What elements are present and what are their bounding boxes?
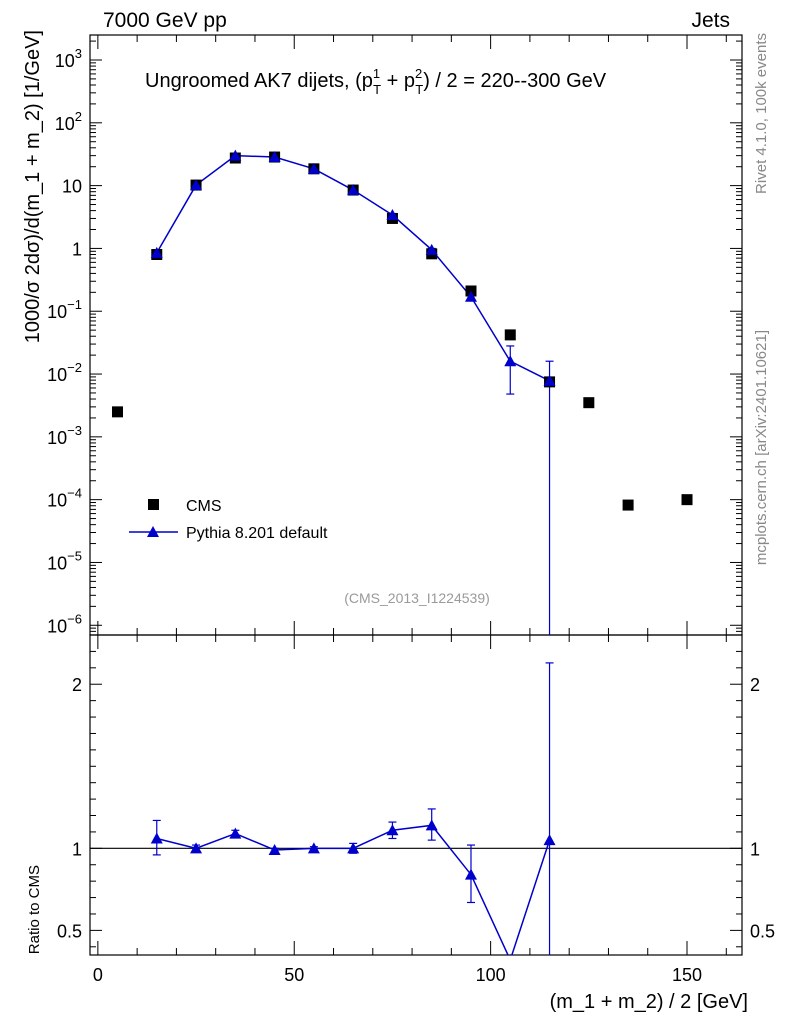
ratio-tick-label-right: 2 xyxy=(750,675,760,695)
y-tick-label-exp: −3 xyxy=(67,423,82,438)
x-tick-label: 150 xyxy=(672,965,702,985)
y-tick-label-base: 10 xyxy=(55,51,75,71)
pythia-point xyxy=(150,246,163,258)
y-tick-label-exp: −6 xyxy=(67,611,82,626)
ratio-point xyxy=(543,834,556,846)
y-tick-label: 10−3 xyxy=(47,423,82,448)
y-tick-label-base: 10 xyxy=(47,553,67,573)
title-sub1: T xyxy=(373,82,381,97)
ratio-point xyxy=(464,868,477,880)
ratio-plot-frame xyxy=(89,634,743,956)
y-tick-label: 10−5 xyxy=(47,548,82,573)
y-tick-label: 10−4 xyxy=(47,486,82,511)
y-tick-label-base: 10 xyxy=(47,616,67,636)
y-tick-label-exp: 3 xyxy=(75,46,82,61)
cms-point xyxy=(583,397,595,409)
ratio-tick-label-left: 0.5 xyxy=(57,921,82,941)
x-axis-label: (m_1 + m_2) / 2 [GeV] xyxy=(550,991,748,1013)
title-sup1: 1 xyxy=(373,66,380,81)
pythia-point xyxy=(268,151,281,163)
ratio-point xyxy=(386,824,399,836)
ratio-point xyxy=(347,842,360,854)
legend-cms-label: CMS xyxy=(186,498,222,515)
legend: CMS Pythia 8.201 default xyxy=(129,498,328,542)
y-tick-label: 10−2 xyxy=(47,360,82,385)
ratio-tick-label-left: 1 xyxy=(72,839,82,859)
title-part3: ) / 2 = 220--300 GeV xyxy=(423,70,607,92)
title-sup2: 2 xyxy=(415,66,422,81)
legend-pythia-label: Pythia 8.201 default xyxy=(186,525,328,542)
y-tick-label: 102 xyxy=(55,109,82,134)
x-tick-label: 50 xyxy=(284,965,304,985)
y-tick-label: 10−1 xyxy=(47,297,82,322)
ratio-point xyxy=(229,827,242,839)
x-tick-label: 0 xyxy=(93,965,103,985)
cms-point xyxy=(681,494,693,506)
plot-title: Ungroomed AK7 dijets, (p1 T + p2 T) / 2 = … xyxy=(145,66,607,97)
y-tick-label-exp: −1 xyxy=(67,297,82,312)
y-tick-label: 103 xyxy=(55,46,82,71)
y-tick-label-exp: −2 xyxy=(67,360,82,375)
pythia-point xyxy=(229,149,242,161)
ratio-point xyxy=(509,953,511,955)
cms-point xyxy=(504,329,516,341)
analysis-watermark: (CMS_2013_I1224539) xyxy=(344,590,490,606)
cms-point xyxy=(111,406,123,418)
ratio-point xyxy=(307,842,320,854)
pythia-point xyxy=(307,162,320,174)
main-plot-frame xyxy=(89,34,743,636)
title-sub2: T xyxy=(415,82,423,97)
pythia-point xyxy=(347,184,360,196)
pythia-point xyxy=(464,290,477,302)
y-axis-label: 1000/σ 2dσ)/d(m_1 + m_2) [1/GeV] xyxy=(22,30,44,343)
header-right: Jets xyxy=(691,9,730,32)
legend-cms-marker xyxy=(148,499,159,510)
pythia-point xyxy=(543,374,556,386)
pythia-point xyxy=(504,355,517,367)
x-tick-label: 100 xyxy=(476,965,506,985)
ratio-point xyxy=(150,832,163,844)
side-label-bottom: mcplots.cern.ch [arXiv:2401.10621] xyxy=(753,330,770,565)
ratio-tick-label-right: 0.5 xyxy=(750,921,775,941)
y-tick-label-exp: −4 xyxy=(67,486,82,501)
pythia-point xyxy=(190,179,203,191)
cms-point xyxy=(622,499,634,511)
title-part1: Ungroomed AK7 dijets, (p xyxy=(145,70,373,92)
y-tick-label-base: 10 xyxy=(55,114,75,134)
y-tick-label-base: 10 xyxy=(47,302,67,322)
pythia-point xyxy=(386,209,399,221)
y-tick-label: 10−6 xyxy=(47,611,82,636)
ratio-tick-label-right: 1 xyxy=(750,839,760,859)
y-tick-label-base: 10 xyxy=(47,491,67,511)
header-left: 7000 GeV pp xyxy=(103,9,227,32)
y-tick-label-base: 10 xyxy=(47,365,67,385)
y-tick-label-base: 10 xyxy=(47,428,67,448)
pythia-point xyxy=(425,243,438,255)
side-label-top: Rivet 4.1.0, 100k events xyxy=(753,33,770,194)
ratio-point xyxy=(268,843,281,855)
ratio-point xyxy=(425,819,438,831)
y-tick-label: 1 xyxy=(72,239,82,259)
ratio-point xyxy=(190,842,203,854)
legend-pythia-marker xyxy=(147,526,159,537)
y-tick-label: 10 xyxy=(62,177,82,197)
ratio-tick-label-left: 2 xyxy=(72,675,82,695)
y-tick-label-exp: −5 xyxy=(67,548,82,563)
y-tick-label-exp: 2 xyxy=(75,109,82,124)
ratio-y-axis-label: Ratio to CMS xyxy=(26,865,43,954)
title-part2: + p xyxy=(381,70,415,92)
